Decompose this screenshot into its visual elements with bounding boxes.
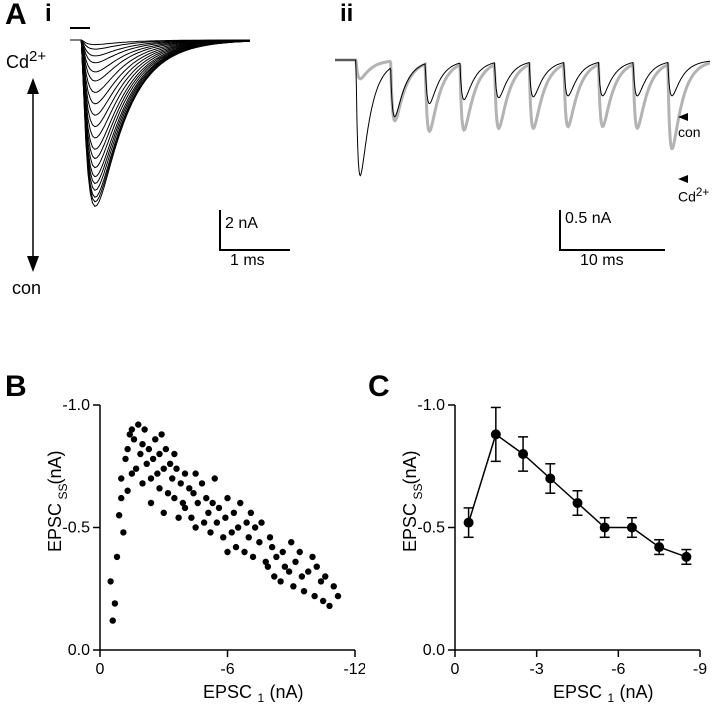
svg-text:(nA): (nA) [45, 450, 65, 484]
con-label: con [12, 278, 41, 299]
svg-text:(nA): (nA) [270, 682, 304, 702]
scatter-B: 0-6-120.0-0.5-1.0EPSC1(nA)EPSCSS(nA) [45, 395, 365, 705]
svg-text:-12: -12 [343, 661, 365, 678]
svg-text:0: 0 [96, 661, 105, 678]
svg-text:EPSC: EPSC [45, 503, 65, 552]
svg-text:SS: SS [56, 483, 70, 499]
scalebar-Ai-v: 2 nA [225, 215, 258, 233]
svg-text:-0.5: -0.5 [417, 520, 445, 537]
figure: A i ii B C Cd2+ con 2 nA 1 ms con Cd2+ 0… [0, 0, 716, 719]
svg-text:EPSC: EPSC [553, 682, 602, 702]
svg-text:EPSC: EPSC [400, 503, 420, 552]
aii-con-label: con [678, 108, 716, 140]
svg-text:-1.0: -1.0 [417, 397, 445, 414]
panel-label-A: A [5, 0, 27, 32]
svg-text:1: 1 [608, 691, 615, 705]
svg-text:0: 0 [451, 661, 460, 678]
line-C: 0-3-6-90.0-0.5-1.0EPSC1(nA)EPSCSS(nA) [400, 395, 710, 705]
scalebar-Aii-h: 10 ms [580, 252, 624, 270]
svg-text:0.0: 0.0 [423, 642, 445, 659]
svg-text:(nA): (nA) [400, 450, 420, 484]
cd-con-arrow [8, 60, 50, 280]
panel-label-C: C [368, 370, 390, 404]
svg-text:-6: -6 [611, 661, 625, 678]
svg-text:-6: -6 [220, 661, 234, 678]
scalebar-Aii-v: 0.5 nA [565, 210, 611, 228]
svg-text:(nA): (nA) [620, 682, 654, 702]
svg-text:-1.0: -1.0 [62, 397, 90, 414]
svg-text:-0.5: -0.5 [62, 520, 90, 537]
panel-sublabel-Aii: ii [340, 0, 353, 28]
svg-text:-3: -3 [530, 661, 544, 678]
svg-text:SS: SS [411, 483, 425, 499]
svg-text:0.0: 0.0 [68, 642, 90, 659]
svg-text:-9: -9 [693, 661, 707, 678]
scalebar-Ai-h: 1 ms [230, 252, 265, 270]
cd-label: Cd2+ [6, 48, 46, 73]
svg-text:EPSC: EPSC [203, 682, 252, 702]
svg-text:1: 1 [258, 691, 265, 705]
panel-label-B: B [5, 370, 27, 404]
